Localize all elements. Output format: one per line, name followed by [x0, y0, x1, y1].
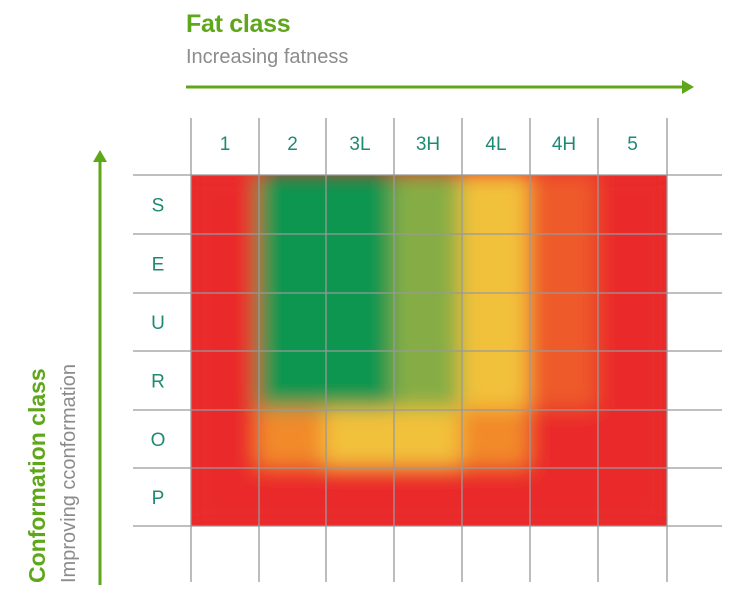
heatmap-cell-O-4L — [460, 408, 532, 470]
heatmap-cell-S-3H — [392, 175, 464, 236]
heatmap-cell-E-4L — [460, 232, 532, 295]
heatmap-cell-U-1 — [191, 291, 261, 353]
heatmap-cell-S-4L — [460, 175, 532, 236]
heatmap-cell-O-4H — [528, 408, 600, 470]
y-axis-arrow-head — [93, 150, 107, 162]
heatmap-cells — [191, 175, 667, 526]
heatmap-cell-R-1 — [191, 349, 261, 412]
heatmap-cell-U-2 — [257, 291, 328, 353]
row-label-R: R — [151, 372, 165, 393]
heatmap-cell-E-5 — [596, 232, 667, 295]
col-label-3L: 3L — [349, 134, 370, 155]
row-label-O: O — [151, 430, 166, 451]
heatmap-cell-P-4H — [528, 466, 600, 526]
heatmap-cell-R-2 — [257, 349, 328, 412]
heatmap-cell-U-3L — [324, 291, 396, 353]
heatmap-cell-E-3L — [324, 232, 396, 295]
heatmap-cell-P-3L — [324, 466, 396, 526]
heatmap-cell-R-3H — [392, 349, 464, 412]
heatmap-cell-P-2 — [257, 466, 328, 526]
row-label-U: U — [151, 313, 165, 334]
heatmap-cell-U-4L — [460, 291, 532, 353]
heatmap-cell-P-4L — [460, 466, 532, 526]
heatmap-cell-R-4H — [528, 349, 600, 412]
x-axis-arrow-head — [682, 80, 694, 94]
heatmap-cell-E-1 — [191, 232, 261, 295]
row-label-E: E — [152, 255, 165, 276]
heatmap-cell-E-4H — [528, 232, 600, 295]
heatmap-cell-O-5 — [596, 408, 667, 470]
col-label-5: 5 — [627, 134, 638, 155]
heatmap-cell-R-4L — [460, 349, 532, 412]
heatmap-cell-S-4H — [528, 175, 600, 236]
heatmap-cell-S-2 — [257, 175, 328, 236]
col-label-4L: 4L — [485, 134, 506, 155]
x-axis-title: Fat class — [186, 10, 291, 38]
heatmap-cell-R-3L — [324, 349, 396, 412]
heatmap-cell-O-3L — [324, 408, 396, 470]
col-label-1: 1 — [220, 134, 231, 155]
row-label-S: S — [152, 196, 165, 217]
heatmap-cell-S-1 — [191, 175, 261, 236]
heatmap-cell-R-5 — [596, 349, 667, 412]
heatmap-cell-P-3H — [392, 466, 464, 526]
heatmap-cell-P-5 — [596, 466, 667, 526]
heatmap-cell-S-3L — [324, 175, 396, 236]
heatmap-cell-U-5 — [596, 291, 667, 353]
col-label-2: 2 — [287, 134, 298, 155]
heatmap-cell-E-3H — [392, 232, 464, 295]
heatmap-cell-U-4H — [528, 291, 600, 353]
heatmap-cell-O-3H — [392, 408, 464, 470]
x-axis-subtitle: Increasing fatness — [186, 46, 349, 68]
col-label-4H: 4H — [552, 134, 576, 155]
heatmap-cell-P-1 — [191, 466, 261, 526]
row-label-P: P — [152, 488, 165, 509]
heatmap-cell-S-5 — [596, 175, 667, 236]
heatmap-cell-O-2 — [257, 408, 328, 470]
heatmap-cell-O-1 — [191, 408, 261, 470]
heatmap-cell-U-3H — [392, 291, 464, 353]
col-label-3H: 3H — [416, 134, 440, 155]
heatmap-cell-E-2 — [257, 232, 328, 295]
